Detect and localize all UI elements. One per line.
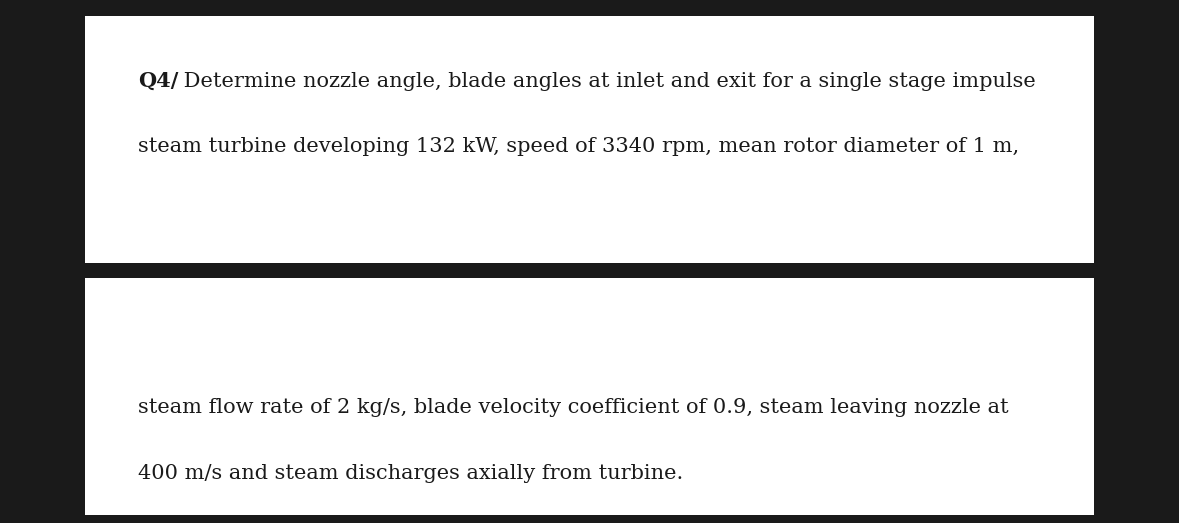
Bar [1094, 278, 1179, 523]
Bar [0, 278, 1179, 523]
Bar [0, 0, 1179, 16]
Bar [0, 0, 1179, 263]
Bar [0, 278, 85, 523]
Text: Determine nozzle angle, blade angles at inlet and exit for a single stage impuls: Determine nozzle angle, blade angles at … [177, 72, 1035, 90]
Text: steam flow rate of 2 kg/s, blade velocity coefficient of 0.9, steam leaving nozz: steam flow rate of 2 kg/s, blade velocit… [138, 399, 1008, 417]
Bar [0, 263, 1179, 278]
Text: steam turbine developing 132 kW, speed of 3340 rpm, mean rotor diameter of 1 m,: steam turbine developing 132 kW, speed o… [138, 137, 1019, 156]
Bar [0, 515, 1179, 523]
Bar [1094, 0, 1179, 263]
Bar [0, 0, 85, 263]
Text: Q4/: Q4/ [138, 71, 178, 91]
Text: 400 m/s and steam discharges axially from turbine.: 400 m/s and steam discharges axially fro… [138, 464, 683, 483]
